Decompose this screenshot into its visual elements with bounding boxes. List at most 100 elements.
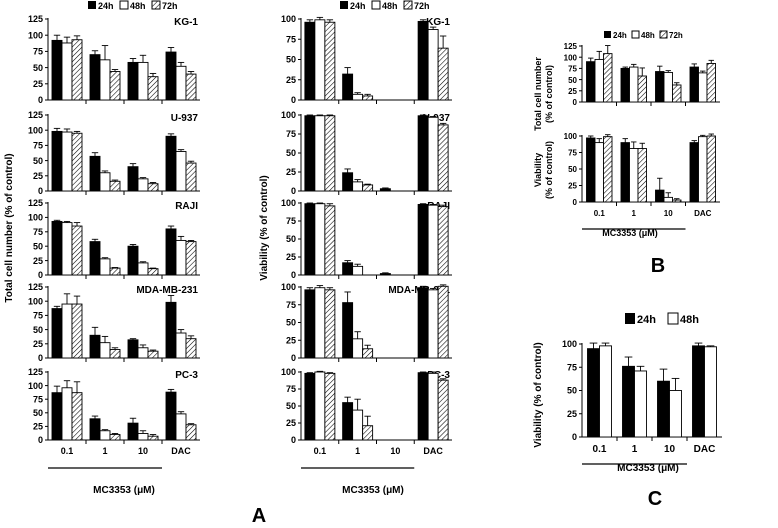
bar-48h-1 — [352, 93, 364, 101]
legend-label-48h: 48h — [382, 1, 398, 11]
y-axis-title-b-viab-line2: (% of control) — [544, 141, 554, 199]
legend-a-total: 24h 48h 72h — [88, 0, 178, 11]
x-axis-title-c: MC3353 (μM) — [617, 463, 679, 474]
y-tick-label: 0 — [572, 432, 577, 442]
legend-label-24h: 24h — [637, 314, 656, 326]
y-tick-label: 75 — [286, 384, 296, 394]
y-tick-label: 125 — [28, 198, 43, 208]
bar-24h-0.1 — [587, 348, 600, 438]
chart-panel-b-total: 0 25 50 75 100 125 — [564, 42, 720, 107]
bar-48h-0.1 — [314, 115, 326, 192]
x-category-label: 10 — [138, 446, 148, 456]
y-tick-label: 25 — [33, 79, 43, 89]
bar-48h-1 — [99, 430, 111, 441]
x-category-label: DAC — [694, 444, 716, 455]
y-tick-label: 125 — [28, 367, 43, 377]
legend-label-24h: 24h — [350, 1, 366, 11]
bar-72h-1 — [109, 71, 121, 101]
bar-48h-0.1 — [314, 19, 326, 101]
x-axis-title-a-viability: MC3353 (μM) — [342, 485, 404, 496]
bar-24h-0.1 — [304, 21, 316, 101]
x-category-label: 10 — [664, 209, 673, 218]
cell-line-label: MDA-MB-231 — [136, 285, 198, 296]
bar-24h-1 — [89, 418, 101, 441]
bar-48h-0.1 — [61, 303, 73, 359]
y-tick-label: 25 — [33, 422, 43, 432]
y-tick-label: 50 — [286, 55, 296, 65]
bar-72h-0.1 — [71, 132, 83, 192]
bar-24h-10 — [379, 273, 391, 276]
chart-panel-viab-PC-3: 0 25 50 75 100 PC-3 0.1 1 10 DAC — [281, 367, 452, 469]
legend-label-48h: 48h — [130, 1, 146, 11]
bar-24h-1 — [342, 302, 354, 359]
x-category-label: DAC — [423, 446, 443, 456]
bar-24h-0.1 — [304, 203, 316, 276]
bar-48h-DAC — [175, 413, 187, 441]
y-tick-label: 50 — [286, 401, 296, 411]
bar-24h-DAC — [165, 301, 177, 359]
legend-swatch-24h — [604, 31, 611, 38]
chart-panel-total-PC-3: 0 25 50 75 100 125 PC-3 0.1 1 10 DAC — [28, 367, 200, 469]
y-tick-label: 25 — [568, 182, 577, 191]
y-tick-label: 100 — [28, 296, 43, 306]
y-tick-label: 100 — [28, 381, 43, 391]
y-tick-label: 100 — [281, 14, 296, 24]
y-tick-label: 25 — [568, 87, 577, 96]
chart-panel-total-MDA-MB-231: 0 25 50 75 100 125 MDA-MB-231 — [28, 282, 200, 363]
bar-24h-1 — [89, 54, 101, 101]
y-tick-label: 75 — [286, 300, 296, 310]
y-tick-label: 50 — [567, 386, 577, 396]
legend-label-48h: 48h — [680, 314, 699, 326]
y-tick-label: 100 — [564, 132, 578, 141]
bar-48h-0.1 — [599, 345, 612, 438]
y-axis-title-a-total: Total cell number (% of control) — [4, 153, 15, 302]
bar-48h-1 — [629, 66, 639, 103]
bar-24h-10 — [127, 422, 139, 441]
y-tick-label: 75 — [33, 141, 43, 151]
bar-48h-10 — [137, 262, 149, 276]
bar-24h-10 — [379, 188, 391, 192]
y-axis-title-a-viability: Viability (% of control) — [259, 175, 270, 280]
bar-48h-DAC — [427, 116, 439, 192]
bar-48h-DAC — [427, 372, 439, 441]
x-category-label: 10 — [390, 446, 400, 456]
bar-48h-0.1 — [61, 131, 73, 192]
bar-48h-DAC — [698, 72, 708, 103]
bar-24h-1 — [342, 262, 354, 276]
bar-72h-10 — [147, 76, 159, 101]
bar-24h-DAC — [165, 228, 177, 276]
bar-24h-0.1 — [51, 130, 63, 192]
y-tick-label: 0 — [291, 95, 296, 105]
legend-c: 24h 48h — [625, 312, 699, 326]
bar-24h-DAC — [417, 287, 429, 359]
bar-24h-1 — [89, 241, 101, 276]
chart-panel-total-U-937: 0 25 50 75 100 125 U-937 — [28, 110, 200, 196]
bar-48h-1 — [99, 342, 111, 359]
bar-48h-0.1 — [594, 142, 604, 203]
panel-label-c: C — [648, 488, 662, 510]
bar-72h-1 — [637, 75, 647, 103]
y-tick-label: 0 — [38, 353, 43, 363]
cell-line-label: PC-3 — [427, 370, 450, 381]
y-tick-label: 100 — [28, 125, 43, 135]
y-tick-label: 50 — [286, 148, 296, 158]
y-tick-label: 50 — [33, 325, 43, 335]
legend-swatch-72h — [151, 0, 161, 10]
y-tick-label: 100 — [281, 282, 296, 292]
bar-24h-0.1 — [51, 392, 63, 441]
y-tick-label: 100 — [281, 110, 296, 120]
x-category-label: 0.1 — [594, 209, 606, 218]
y-tick-label: 25 — [33, 339, 43, 349]
bar-72h-1 — [109, 180, 121, 192]
legend-swatch-48h — [119, 0, 129, 10]
legend-label-72h: 72h — [669, 31, 683, 40]
legend-label-24h: 24h — [98, 1, 114, 11]
bar-72h-0.1 — [71, 39, 83, 101]
x-category-label: 0.1 — [61, 446, 74, 456]
bar-72h-10 — [147, 183, 159, 192]
y-tick-label: 75 — [33, 47, 43, 57]
y-tick-label: 0 — [291, 353, 296, 363]
y-tick-label: 50 — [568, 76, 577, 85]
legend-swatch-24h — [340, 1, 348, 9]
bar-24h-0.1 — [51, 220, 63, 276]
